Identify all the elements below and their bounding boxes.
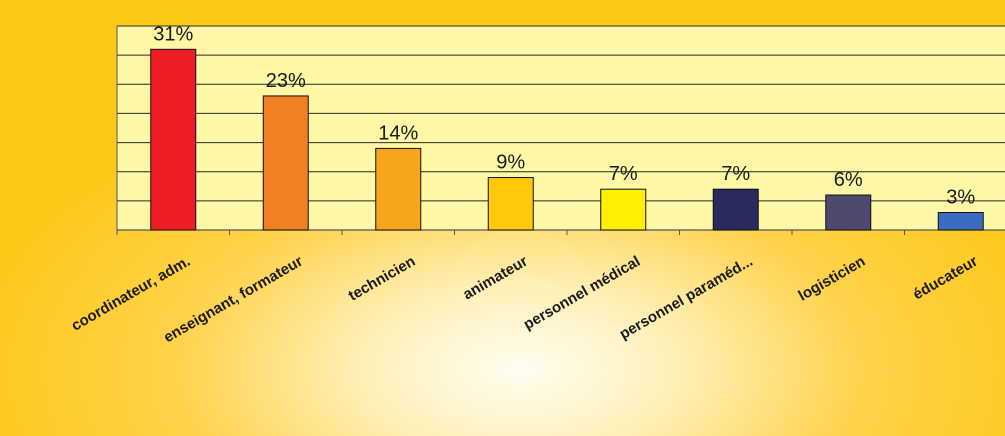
bar-value-label: 7% [721,163,750,185]
category-label: animateur [460,253,531,304]
category-label: logisticien [796,253,869,305]
plot-background [117,26,1005,230]
bar-value-label: 7% [609,163,638,185]
bar [262,95,309,231]
bar-value-label: 6% [834,169,863,191]
category-labels: coordinateur, adm.enseignant, formateur t… [69,253,981,347]
category-label: coordinateur, adm. [69,253,194,335]
bar [712,188,759,231]
bar [487,177,534,231]
bar [825,194,872,231]
category-label: technicien [346,253,419,305]
bar [375,147,422,231]
category-label: personnel médical [521,253,644,334]
bar-value-label: 31% [153,23,193,45]
value-labels: 31% 23% 14% 9% 7% 7% 6% 3% [153,23,975,208]
plot-area [116,25,1005,235]
bar [937,212,984,231]
bar-value-label: 14% [378,122,418,144]
bar-value-label: 3% [946,187,975,209]
bar [600,188,647,231]
bars [150,48,984,231]
bar [150,48,197,231]
bar-value-label: 23% [266,70,306,92]
bar-value-label: 9% [496,152,525,174]
category-label: éducateur [910,253,981,304]
